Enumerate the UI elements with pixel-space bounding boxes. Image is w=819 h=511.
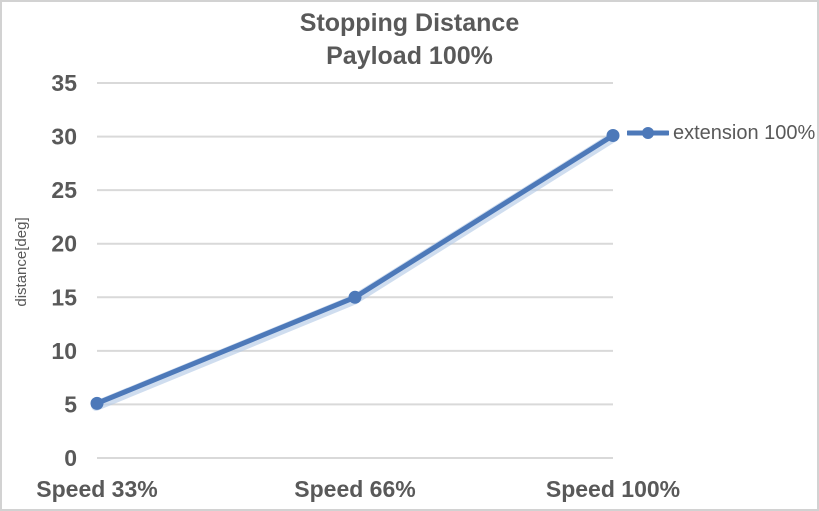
y-tick-label: 0 bbox=[64, 445, 77, 471]
y-tick-label: 20 bbox=[51, 231, 77, 257]
x-axis-label: Speed 100% bbox=[546, 476, 680, 502]
x-axis-label: Speed 33% bbox=[36, 476, 157, 502]
y-tick-label: 25 bbox=[51, 177, 77, 203]
chart-title-line1: Stopping Distance bbox=[299, 9, 520, 37]
y-tick-label: 15 bbox=[51, 284, 77, 310]
chart-title: Stopping Distance Payload 100% bbox=[2, 7, 817, 73]
series-line-glow bbox=[91, 133, 617, 411]
legend-line-marker-icon bbox=[627, 127, 669, 139]
chart-title-line2: Payload 100% bbox=[326, 42, 493, 70]
y-tick-label: 10 bbox=[51, 338, 77, 364]
series-line bbox=[94, 133, 616, 406]
legend-label: extension 100% bbox=[673, 121, 816, 144]
y-tick-label: 35 bbox=[51, 70, 77, 96]
data-point-marker bbox=[606, 129, 620, 142]
data-point-marker bbox=[348, 290, 362, 304]
y-tick-label: 5 bbox=[64, 391, 77, 417]
y-tick-label: 30 bbox=[51, 124, 77, 150]
legend-dot bbox=[642, 127, 654, 139]
x-axis-label: Speed 66% bbox=[294, 476, 415, 502]
legend: extension 100% bbox=[627, 120, 815, 146]
data-point-marker bbox=[90, 396, 104, 410]
